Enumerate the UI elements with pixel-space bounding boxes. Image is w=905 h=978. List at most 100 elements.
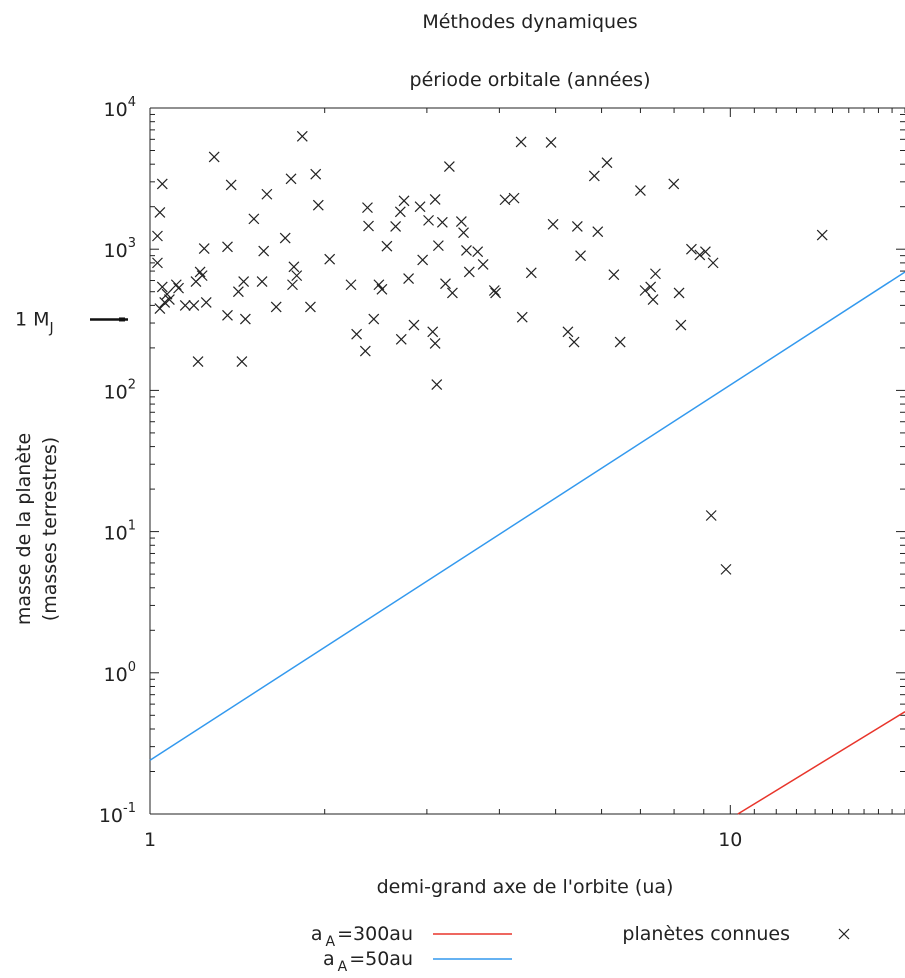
- planet-point: [508, 192, 520, 204]
- legend-50au-name: a: [323, 948, 335, 970]
- planet-point: [490, 287, 501, 299]
- planet-point: [472, 246, 484, 258]
- planet-point: [446, 287, 458, 299]
- planet-point: [647, 294, 659, 305]
- planet-point: [156, 281, 168, 293]
- planet-point: [395, 333, 407, 345]
- planet-point: [258, 245, 270, 257]
- series-line-50au: [149, 271, 905, 761]
- planet-point: [423, 214, 434, 226]
- planet-point: [575, 250, 586, 262]
- planet-point: [236, 356, 248, 368]
- planet-point: [312, 199, 324, 211]
- planet-point: [443, 161, 455, 172]
- planet-point: [373, 279, 385, 291]
- legend-known-planets-marker: [838, 928, 850, 940]
- planet-point: [351, 328, 363, 340]
- planet-point: [516, 311, 528, 323]
- planet-point: [188, 299, 200, 311]
- svg-text:aA=300au: a A =300au: [311, 923, 413, 950]
- planet-point: [816, 229, 828, 241]
- planet-point: [436, 216, 448, 228]
- planet-point: [368, 313, 380, 325]
- planet-point: [431, 379, 443, 390]
- legend-300au-name: a: [311, 923, 323, 945]
- planet-point: [192, 356, 204, 368]
- planet-point: [173, 282, 184, 294]
- legend: a A =300au a A =50au planètes connues: [311, 923, 850, 975]
- planet-point: [161, 288, 173, 300]
- planet-point: [700, 246, 711, 258]
- planet-point: [440, 278, 451, 290]
- x-tick-label: 1: [144, 829, 156, 851]
- planet-point: [685, 243, 697, 255]
- planet-point: [225, 179, 237, 191]
- planet-point: [270, 301, 282, 313]
- planet-point: [238, 276, 250, 287]
- planet-point: [675, 319, 687, 331]
- planet-point: [170, 279, 182, 291]
- planet-point: [427, 326, 439, 338]
- planet-point: [381, 240, 393, 252]
- planet-point: [515, 136, 527, 148]
- planet-point: [634, 185, 646, 197]
- planet-point: [198, 243, 210, 255]
- planet-point: [256, 276, 268, 287]
- planet-point: [499, 194, 511, 206]
- planet-point: [239, 313, 251, 325]
- planet-point: [179, 299, 191, 311]
- planet-point: [455, 216, 467, 227]
- planet-point: [461, 245, 472, 256]
- planet-point: [154, 207, 166, 218]
- planet-point: [588, 170, 600, 182]
- y-axis-label-line1: masse de la planète: [13, 433, 35, 625]
- planet-point: [673, 287, 685, 299]
- chart-title: Méthodes dynamiques: [422, 11, 637, 33]
- planet-point: [429, 194, 441, 205]
- planet-point: [222, 309, 233, 321]
- top-axis-label: période orbitale (années): [410, 69, 651, 91]
- planet-point: [362, 202, 373, 214]
- planet-point: [261, 188, 273, 200]
- planet-point: [152, 230, 163, 242]
- planet-point: [705, 510, 717, 521]
- planet-point: [200, 296, 212, 308]
- planet-point: [394, 206, 406, 218]
- planet-point: [403, 273, 415, 284]
- planet-point: [568, 336, 580, 348]
- jupiter-mass-marker-end: [119, 317, 125, 322]
- planet-point: [390, 220, 402, 232]
- planet-point: [547, 218, 559, 230]
- planet-point: [291, 270, 303, 282]
- planet-point: [707, 257, 719, 269]
- planet-point: [163, 294, 175, 305]
- planet-point: [601, 157, 613, 169]
- planet-point: [324, 253, 336, 265]
- y-axis-label-line2: (masses terrestres): [39, 437, 61, 621]
- planet-point: [345, 279, 357, 291]
- planet-point: [288, 261, 300, 273]
- legend-50au-subscript: A: [338, 959, 348, 975]
- planet-point: [310, 168, 322, 180]
- planet-point: [152, 257, 163, 269]
- planet-point: [608, 269, 620, 281]
- y-tick-label: 10-1: [99, 801, 136, 827]
- y-tick-label: 104: [104, 95, 136, 121]
- planet-point: [285, 173, 297, 185]
- planet-point: [363, 220, 374, 232]
- planet-point: [376, 283, 388, 295]
- planet-point: [614, 336, 626, 348]
- planet-point: [645, 281, 657, 293]
- legend-50au-suffix: =50au: [349, 948, 413, 970]
- planet-point: [668, 178, 680, 190]
- planet-point: [398, 195, 410, 207]
- planet-point: [571, 220, 583, 232]
- planet-point: [562, 326, 574, 338]
- planet-point: [208, 151, 220, 163]
- planet-point: [296, 130, 308, 142]
- planet-point: [592, 226, 604, 238]
- planet-point: [154, 303, 166, 314]
- planet-point: [408, 319, 420, 331]
- legend-entry-known-planets: planètes connues: [622, 923, 850, 945]
- planet-point: [488, 285, 500, 296]
